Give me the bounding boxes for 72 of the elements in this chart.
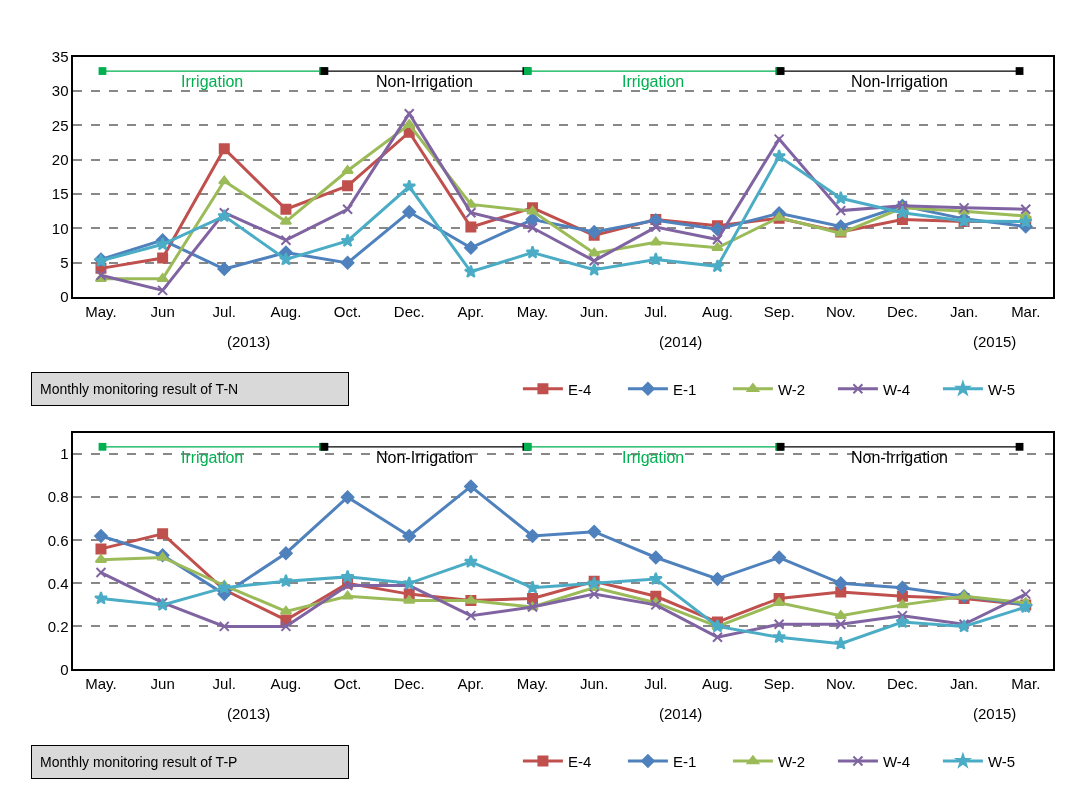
legend-label: W-5: [987, 380, 1016, 398]
x-tick-label: Mar.: [1011, 675, 1041, 693]
legend-label: E-4: [567, 752, 592, 770]
x-tick-label: Aug.: [270, 302, 302, 320]
legend-label: W-4: [882, 380, 911, 398]
y-tick-label: 0.8: [47, 488, 69, 506]
y-tick-label: 30: [51, 82, 69, 100]
x-tick-label: Jul.: [644, 675, 668, 693]
x-tick-label: Jun.: [579, 675, 609, 693]
legend-label: E-1: [672, 752, 697, 770]
x-tick-label: Dec.: [393, 302, 425, 320]
x-tick-label: Dec.: [887, 675, 918, 693]
y-tick-label: 0.4: [47, 574, 69, 592]
x-tick-label: May.: [516, 302, 549, 320]
x-tick-label: May.: [85, 675, 117, 693]
annotation: Non-Irrigation: [376, 73, 473, 90]
y-tick-label: 35: [51, 47, 69, 65]
x-tick-label: Jul.: [644, 302, 668, 320]
text: Monthly monitoring result of T-N: [40, 381, 239, 397]
text: (2015): [973, 333, 1017, 350]
annotation: Irrigation: [181, 73, 244, 90]
text: (2014): [659, 705, 703, 722]
x-tick-label: Jun: [150, 302, 175, 320]
text: (2015): [973, 705, 1017, 722]
x-tick-label: Sep.: [763, 675, 795, 693]
x-tick-label: Dec.: [887, 302, 918, 320]
y-tick-label: 0.6: [47, 531, 69, 549]
legend-label: W-5: [987, 752, 1016, 770]
y-tick-label: 1: [60, 445, 69, 463]
text: (2013): [227, 333, 271, 350]
annotation: Irrigation: [181, 449, 244, 466]
x-tick-label: Apr.: [457, 302, 485, 320]
x-tick-label: Mar.: [1011, 302, 1041, 320]
x-tick-label: Apr.: [457, 675, 485, 693]
legend-label: W-2: [777, 380, 806, 398]
annotation: Non-Irrigation: [851, 73, 948, 90]
x-tick-label: Aug.: [702, 302, 733, 320]
y-tick-label: 0.2: [47, 617, 69, 635]
x-tick-label: Jun: [150, 675, 175, 693]
y-tick-label: 10: [51, 219, 69, 237]
annotation: Irrigation: [622, 73, 685, 90]
legend-label: E-1: [672, 380, 697, 398]
legend-label: W-2: [777, 752, 806, 770]
x-tick-label: Dec.: [393, 675, 425, 693]
y-tick-label: 0: [60, 288, 69, 306]
x-tick-label: Nov.: [825, 675, 856, 693]
x-tick-label: Oct.: [333, 675, 362, 693]
legend-label: E-4: [567, 380, 592, 398]
x-tick-label: Jan.: [949, 675, 979, 693]
x-tick-label: Sep.: [763, 302, 795, 320]
annotation: Irrigation: [622, 449, 685, 466]
text: Monthly monitoring result of T-P: [40, 754, 238, 770]
x-tick-label: Nov.: [825, 302, 856, 320]
annotation: Non-Irrigation: [376, 449, 473, 466]
x-tick-label: Oct.: [333, 302, 362, 320]
text: (2013): [227, 705, 271, 722]
x-tick-label: Jul.: [212, 302, 236, 320]
x-tick-label: Aug.: [702, 675, 733, 693]
text: (2014): [659, 333, 703, 350]
x-tick-label: Aug.: [270, 675, 302, 693]
x-tick-label: Jun.: [579, 302, 609, 320]
y-tick-label: 5: [60, 254, 69, 272]
y-tick-label: 20: [51, 150, 69, 168]
x-tick-label: May.: [516, 675, 549, 693]
y-tick-label: 0: [60, 660, 69, 678]
y-tick-label: 15: [51, 185, 69, 203]
y-tick-label: 25: [51, 116, 69, 134]
x-tick-label: May.: [85, 302, 117, 320]
annotation: Non-Irrigation: [851, 449, 948, 466]
x-tick-label: Jul.: [212, 675, 236, 693]
x-tick-label: Jan.: [949, 302, 979, 320]
legend-label: W-4: [882, 752, 911, 770]
